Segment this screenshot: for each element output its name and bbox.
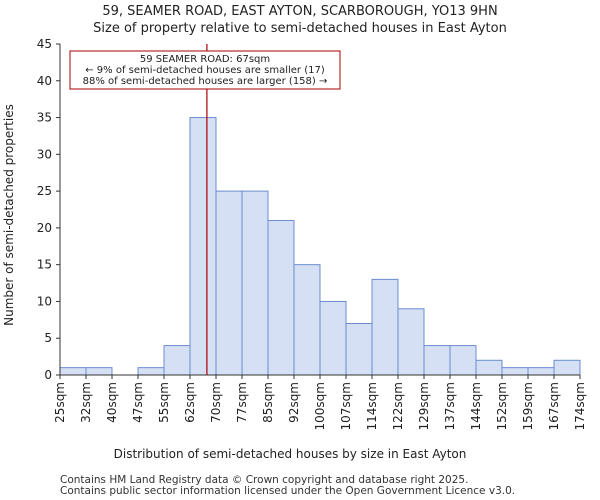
y-axis-label: Number of semi-detached properties xyxy=(2,104,16,326)
x-tick-label: 137sqm xyxy=(443,382,457,430)
x-axis-label: Distribution of semi-detached houses by … xyxy=(114,447,467,461)
histogram-bar xyxy=(59,367,87,376)
x-tick-label: 40sqm xyxy=(105,382,119,423)
histogram-bar xyxy=(163,345,191,376)
x-tick-label: 62sqm xyxy=(183,382,197,423)
histogram-bar xyxy=(137,367,165,376)
y-tick-label: 35 xyxy=(37,111,52,125)
y-tick-label: 45 xyxy=(37,37,52,51)
histogram-bar xyxy=(371,278,399,376)
histogram-bar xyxy=(241,190,269,376)
histogram-bar xyxy=(501,367,529,376)
x-tick-label: 70sqm xyxy=(209,382,223,423)
y-tick-label: 40 xyxy=(37,74,52,88)
histogram-bar xyxy=(475,359,503,376)
x-tick-label: 152sqm xyxy=(495,382,509,430)
histogram-bar xyxy=(85,367,113,376)
y-tick-label: 20 xyxy=(37,221,52,235)
x-tick-label: 77sqm xyxy=(235,382,249,423)
histogram-bar xyxy=(397,308,425,376)
x-tick-label: 129sqm xyxy=(417,382,431,430)
x-tick-label: 47sqm xyxy=(131,382,145,423)
x-tick-label: 100sqm xyxy=(313,382,327,430)
annotation-box xyxy=(69,50,341,90)
y-tick-label: 30 xyxy=(37,147,52,161)
y-tick-label: 0 xyxy=(44,368,52,382)
x-tick-label: 114sqm xyxy=(365,382,379,430)
annotation-line1: 59 SEAMER ROAD: 67sqm xyxy=(140,54,270,65)
histogram-bar xyxy=(423,345,451,376)
x-tick-label: 107sqm xyxy=(339,382,353,430)
x-tick-label: 85sqm xyxy=(261,382,275,423)
histogram-bar xyxy=(267,220,295,376)
x-tick-label: 167sqm xyxy=(547,382,561,430)
histogram-bar xyxy=(449,345,477,376)
x-tick-label: 55sqm xyxy=(157,382,171,423)
histogram-bar xyxy=(293,264,321,376)
chart-title-line1: 59, SEAMER ROAD, EAST AYTON, SCARBOROUGH… xyxy=(102,4,498,19)
annotation-line3: 88% of semi-detached houses are larger (… xyxy=(83,76,328,87)
footer-line2: Contains public sector information licen… xyxy=(60,485,516,497)
x-tick-label: 159sqm xyxy=(521,382,535,430)
histogram-bar xyxy=(527,367,555,376)
x-tick-label: 92sqm xyxy=(287,382,301,423)
x-tick-label: 122sqm xyxy=(391,382,405,430)
histogram-bar xyxy=(319,300,347,376)
y-tick-label: 25 xyxy=(37,184,52,198)
histogram-bar xyxy=(345,323,373,376)
x-tick-label: 174sqm xyxy=(573,382,587,430)
y-tick-label: 5 xyxy=(44,331,52,345)
y-tick-label: 10 xyxy=(37,294,52,308)
x-tick-label: 144sqm xyxy=(469,382,483,430)
footer-line1: Contains HM Land Registry data © Crown c… xyxy=(60,474,469,486)
histogram-bar xyxy=(215,190,243,376)
chart-title-line2: Size of property relative to semi-detach… xyxy=(93,21,507,36)
histogram-bar xyxy=(553,359,581,376)
y-tick-label: 15 xyxy=(37,258,52,272)
annotation-line2: ← 9% of semi-detached houses are smaller… xyxy=(85,65,325,76)
histogram-bar xyxy=(189,117,217,376)
x-tick-label: 32sqm xyxy=(79,382,93,423)
x-tick-label: 25sqm xyxy=(53,382,67,423)
